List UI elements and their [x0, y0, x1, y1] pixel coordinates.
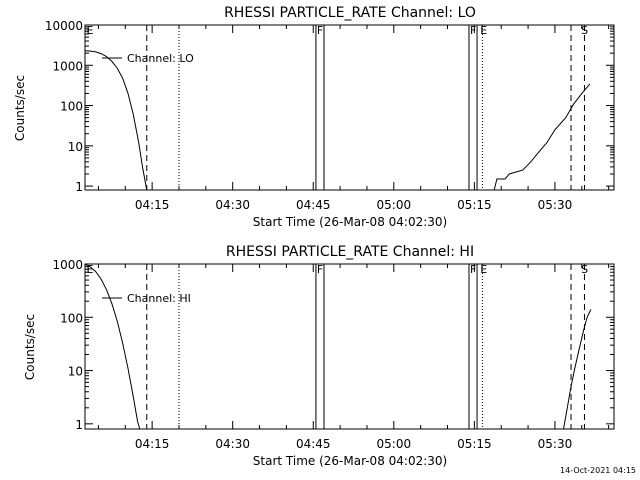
x-tick-label: 04:15: [135, 198, 170, 212]
y-tick-label: 100: [60, 311, 83, 325]
x-tick-label: 05:15: [457, 198, 492, 212]
y-tick-label: 1: [75, 418, 83, 432]
x-axis-label: Start Time (26-Mar-08 04:02:30): [253, 454, 447, 468]
series-line: [84, 50, 148, 191]
event-marker: E: [480, 24, 487, 37]
y-tick-label: 10000: [45, 19, 83, 33]
x-tick-label: 04:45: [296, 437, 331, 451]
x-tick-label: 04:15: [135, 437, 170, 451]
event-marker: S: [581, 24, 588, 37]
legend-label: Channel: LO: [127, 52, 194, 65]
event-marker: E: [87, 24, 94, 37]
y-axis-label: Counts/sec: [23, 314, 37, 380]
y-tick-label: 1000: [52, 258, 83, 272]
event-marker: F: [470, 263, 476, 276]
event-marker: F: [470, 24, 476, 37]
x-tick-label: 05:30: [538, 437, 573, 451]
event-marker: E: [480, 263, 487, 276]
series-line: [84, 263, 141, 430]
panel-hi: RHESSI PARTICLE_RATE Channel: HI Counts/…: [23, 244, 615, 468]
x-tick-label: 04:30: [215, 437, 250, 451]
x-tick-label: 05:00: [377, 437, 412, 451]
y-tick-label: 1000: [52, 59, 83, 73]
plot-frame: [84, 24, 615, 191]
y-tick-label: 1: [75, 180, 83, 194]
chart-title: RHESSI PARTICLE_RATE Channel: LO: [224, 5, 476, 21]
x-tick-label: 05:00: [377, 198, 412, 212]
series-line: [563, 309, 592, 430]
event-marker: F: [317, 263, 323, 276]
legend-label: Channel: HI: [127, 292, 191, 305]
legend: Channel: HI: [102, 292, 191, 305]
plot-frame: [84, 263, 615, 430]
x-tick-label: 04:45: [296, 198, 331, 212]
legend: Channel: LO: [102, 52, 194, 65]
event-marker: F: [317, 24, 323, 37]
x-axis-label: Start Time (26-Mar-08 04:02:30): [253, 215, 447, 229]
event-marker: E: [87, 263, 94, 276]
chart-title: RHESSI PARTICLE_RATE Channel: HI: [226, 244, 474, 260]
panel-lo: RHESSI PARTICLE_RATE Channel: LO Counts/…: [13, 5, 615, 229]
y-tick-label: 10: [68, 140, 83, 154]
y-tick-label: 10: [68, 365, 83, 379]
x-tick-label: 04:30: [215, 198, 250, 212]
x-tick-label: 05:30: [538, 198, 573, 212]
y-axis-label: Counts/sec: [13, 75, 27, 141]
y-tick-label: 100: [60, 100, 83, 114]
footer-timestamp: 14-Oct-2021 04:15: [560, 466, 636, 475]
x-tick-label: 05:15: [457, 437, 492, 451]
series-line: [493, 83, 591, 191]
event-marker: S: [581, 263, 588, 276]
